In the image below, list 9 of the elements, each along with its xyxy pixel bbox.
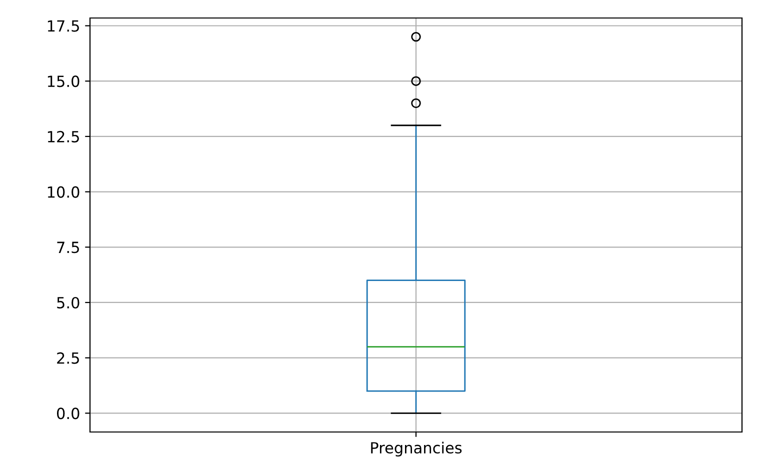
y-tick-label: 17.5	[48, 20, 79, 32]
y-tick-label: 2.5	[57, 352, 79, 364]
y-tick-label: 12.5	[48, 130, 79, 142]
y-tick-label: 7.5	[57, 242, 79, 254]
y-tick-label: 15.0	[48, 76, 80, 88]
y-tick-label: 5.0	[57, 296, 80, 309]
y-tick-label: 10.0	[48, 186, 80, 198]
x-tick-label: Pregnancies	[371, 442, 462, 457]
y-tick-label: 0.0	[56, 408, 80, 420]
